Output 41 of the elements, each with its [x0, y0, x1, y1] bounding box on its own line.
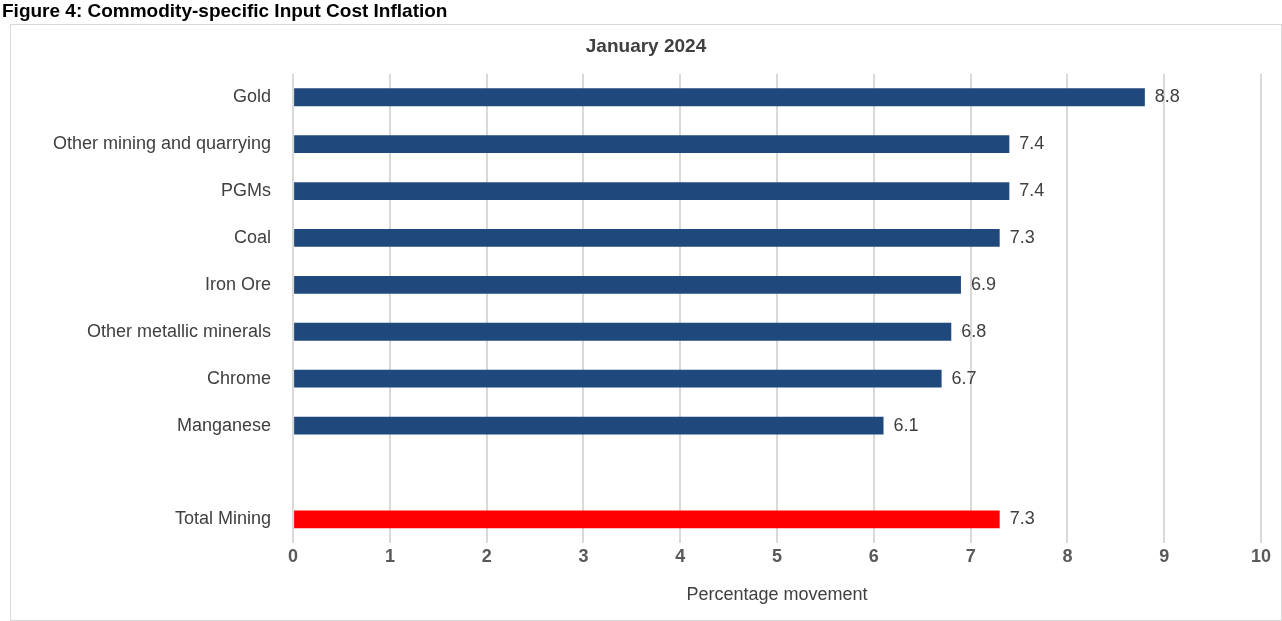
y-tick-label: Iron Ore — [205, 273, 272, 294]
x-tick-label: 10 — [1250, 545, 1272, 566]
data-label: 6.7 — [951, 367, 977, 388]
data-label: 7.3 — [1009, 508, 1035, 529]
bar — [294, 182, 1010, 200]
bar — [294, 369, 942, 388]
bar — [294, 229, 1000, 247]
bar — [294, 510, 1000, 529]
y-tick-label: Chrome — [207, 367, 272, 388]
chart-subtitle: January 2024 — [585, 34, 707, 56]
x-tick-label: 1 — [384, 545, 395, 566]
x-tick-label: 0 — [288, 545, 299, 566]
x-tick-label: 6 — [868, 545, 879, 566]
x-tick-label: 5 — [772, 545, 783, 566]
y-tick-label: PGMs — [221, 180, 272, 201]
data-label: 7.4 — [1019, 133, 1045, 154]
data-label: 7.3 — [1009, 226, 1035, 247]
bar — [294, 275, 961, 294]
y-tick-label: Manganese — [177, 414, 272, 435]
y-tick-label: Other mining and quarrying — [52, 133, 272, 154]
x-tick-label: 4 — [675, 545, 686, 566]
bar — [294, 322, 952, 341]
y-tick-label: Gold — [233, 86, 272, 107]
x-tick-label: 7 — [965, 545, 976, 566]
bar — [294, 88, 1145, 107]
x-axis-title: Percentage movement — [686, 584, 868, 605]
data-label: 7.4 — [1019, 180, 1045, 201]
bar — [294, 416, 884, 435]
x-tick-label: 3 — [578, 545, 589, 566]
data-label: 8.8 — [1154, 86, 1180, 107]
data-label: 6.8 — [961, 320, 987, 341]
data-label: 6.1 — [893, 414, 919, 435]
x-tick-label: 8 — [1062, 545, 1073, 566]
y-tick-label: Other metallic minerals — [87, 320, 272, 341]
y-tick-label: Total Mining — [175, 508, 272, 529]
x-tick-label: 2 — [481, 545, 492, 566]
x-tick-label: 9 — [1159, 545, 1170, 566]
chart-title: Figure 4: Commodity-specific Input Cost Inflation — [2, 0, 448, 22]
bar — [294, 135, 1010, 154]
data-label: 6.9 — [970, 273, 996, 294]
y-tick-label: Coal — [234, 226, 272, 247]
